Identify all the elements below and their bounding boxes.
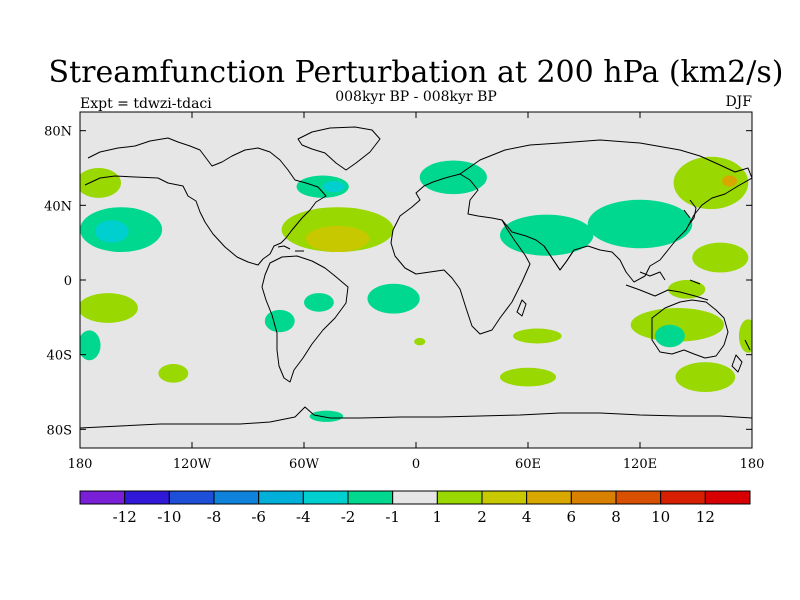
colorbar-swatch: [660, 490, 706, 505]
contour-blob: [304, 293, 334, 312]
contour-blob: [654, 324, 685, 348]
greenland-coastline: [297, 126, 381, 171]
colorbar-label: -10: [157, 508, 181, 526]
lon-tick-label: 60E: [515, 457, 541, 472]
contour-fields: [80, 156, 752, 422]
colorbar-swatch: [526, 490, 572, 505]
contour-blob: [668, 280, 706, 299]
colorbar-label: 4: [522, 508, 532, 526]
axis-ticks: 180 120W 60W 0 60E 120E 180 80N 40N 0 40S 80S: [44, 112, 764, 472]
colorbar-swatch: [258, 490, 304, 505]
colorbar-label: 6: [567, 508, 577, 526]
antarctica-coastline: [80, 406, 752, 429]
contour-blob: [296, 175, 349, 198]
contour-blob: [158, 364, 189, 383]
season-label: DJF: [725, 94, 752, 110]
contour-blob: [587, 199, 693, 249]
north-america-coastline: [84, 137, 327, 266]
colorbar-swatch: [347, 490, 394, 505]
colorbar-label: 10: [651, 508, 670, 526]
lon-tick-label: 120W: [173, 457, 212, 472]
contour-blob: [80, 330, 101, 361]
new-zealand-coastline: [731, 339, 751, 373]
colorbar-swatch: [392, 490, 438, 505]
lon-tick-label: 180: [740, 457, 765, 472]
south-america-coastline: [261, 255, 349, 383]
contour-blob: [722, 175, 738, 187]
australia-coastline: [651, 299, 729, 359]
caribbean-coastline: [277, 245, 304, 252]
chart-subtitle: 008kyr BP - 008kyr BP: [335, 89, 497, 105]
colorbar: -12 -10 -8 -6 -4 -2 -1 1 2 4 6 8 10 12: [79, 490, 751, 526]
contour-blob: [692, 242, 749, 273]
colorbar-swatch: [79, 490, 126, 505]
contour-blob: [673, 156, 749, 210]
colorbar-label: 2: [477, 508, 487, 526]
lat-tick-label: 40N: [44, 199, 72, 214]
map-panel: [79, 111, 753, 449]
contour-blob: [94, 220, 129, 243]
lat-tick-label: 0: [64, 274, 72, 289]
europe-africa-coastline: [390, 173, 531, 335]
colorbar-swatch: [704, 490, 751, 505]
contour-blob: [500, 367, 556, 387]
coastlines: [80, 126, 752, 429]
colorbar-swatch: [570, 490, 617, 505]
colorbar-label: 1: [433, 508, 443, 526]
lat-tick-label: 80S: [47, 423, 72, 438]
colorbar-swatch: [615, 490, 662, 505]
indonesia-coastline: [625, 271, 709, 301]
contour-blob: [738, 319, 752, 353]
contour-blob: [309, 410, 344, 422]
contour-blob: [500, 214, 594, 256]
contour-blob: [367, 283, 420, 314]
contour-blob: [322, 181, 346, 193]
colorbar-swatch: [124, 490, 170, 505]
contour-blob: [675, 362, 736, 393]
colorbar-label: 12: [696, 508, 715, 526]
contour-blob: [305, 225, 370, 252]
madagascar-coastline: [516, 299, 527, 317]
contour-blob: [264, 309, 295, 333]
colorbar-label: -2: [341, 508, 356, 526]
contour-blob: [414, 337, 426, 346]
colorbar-label: -8: [207, 508, 222, 526]
contour-blob: [80, 293, 138, 323]
lon-tick-label: 120E: [623, 457, 657, 472]
colorbar-swatch: [168, 490, 215, 505]
colorbar-swatch: [481, 490, 528, 505]
chart-title: Streamfunction Perturbation at 200 hPa (…: [49, 55, 784, 90]
lat-tick-label: 80N: [44, 125, 72, 140]
lat-tick-label: 40S: [47, 349, 72, 364]
japan-coastline: [683, 199, 697, 227]
lon-tick-label: 60W: [289, 457, 320, 472]
colorbar-label: -4: [296, 508, 311, 526]
colorbar-label: -12: [113, 508, 137, 526]
contour-blob: [80, 168, 122, 198]
colorbar-label: 8: [611, 508, 621, 526]
colorbar-swatch: [436, 490, 483, 505]
lon-tick-label: 0: [412, 457, 420, 472]
colorbar-swatch: [213, 490, 260, 505]
experiment-label: Expt = tdwzi-tdaci: [80, 96, 212, 112]
contour-blob: [513, 328, 562, 344]
colorbar-label: -6: [251, 508, 266, 526]
india-coastline: [543, 245, 575, 271]
map-background: [80, 112, 752, 448]
colorbar-swatch: [302, 490, 349, 505]
lon-tick-label: 180: [68, 457, 93, 472]
colorbar-label: -1: [385, 508, 400, 526]
contour-blob: [419, 160, 487, 195]
